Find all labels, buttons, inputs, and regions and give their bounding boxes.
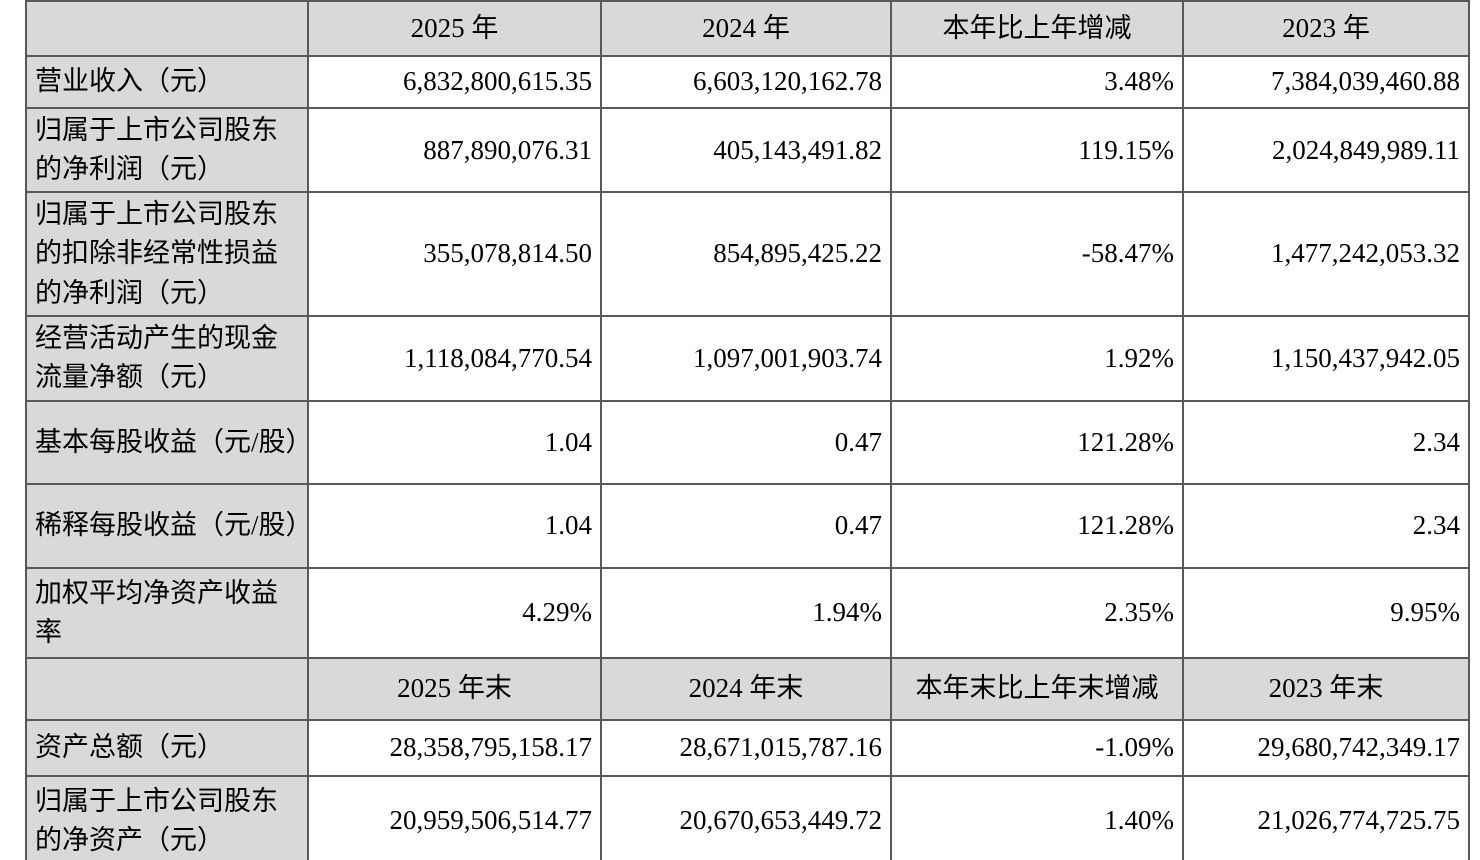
table-row-revenue: 营业收入（元） 6,832,800,615.35 6,603,120,162.7…	[25, 55, 1470, 109]
column-header-2023-end: 2023 年末	[1182, 656, 1470, 721]
cell-value: -58.47%	[890, 191, 1184, 317]
cell-value: 2,024,849,989.11	[1182, 106, 1470, 194]
cell-value: 6,603,120,162.78	[600, 55, 892, 109]
table-row-net-profit: 归属于上市公司股东的净利润（元） 887,890,076.31 405,143,…	[25, 106, 1470, 194]
cell-value: 405,143,491.82	[600, 106, 892, 194]
cell-value: 20,670,653,449.72	[600, 774, 892, 860]
table-row-total-assets: 资产总额（元） 28,358,795,158.17 28,671,015,787…	[25, 718, 1470, 777]
row-label: 经营活动产生的现金流量净额（元）	[25, 314, 309, 402]
cell-value: -1.09%	[890, 718, 1184, 777]
cell-value: 1,097,001,903.74	[600, 314, 892, 402]
cell-value: 0.47	[600, 482, 892, 569]
cell-value: 6,832,800,615.35	[307, 55, 602, 109]
cell-value: 9.95%	[1182, 566, 1470, 659]
header-corner-cell	[25, 0, 309, 57]
cell-value: 1.04	[307, 482, 602, 569]
cell-value: 1,118,084,770.54	[307, 314, 602, 402]
cell-value: 854,895,425.22	[600, 191, 892, 317]
table-row-net-assets: 归属于上市公司股东的净资产（元） 20,959,506,514.77 20,67…	[25, 774, 1470, 860]
row-label: 基本每股收益（元/股）	[25, 399, 309, 485]
cell-value: 0.47	[600, 399, 892, 485]
cell-value: 1,150,437,942.05	[1182, 314, 1470, 402]
header-corner-cell	[25, 656, 309, 721]
cell-value: 2.34	[1182, 482, 1470, 569]
table-row-net-profit-excl-nonrecurring: 归属于上市公司股东的扣除非经常性损益的净利润（元） 355,078,814.50…	[25, 191, 1470, 317]
table-row-basic-eps: 基本每股收益（元/股） 1.04 0.47 121.28% 2.34	[25, 399, 1470, 485]
table-row-diluted-eps: 稀释每股收益（元/股） 1.04 0.47 121.28% 2.34	[25, 482, 1470, 569]
cell-value: 7,384,039,460.88	[1182, 55, 1470, 109]
cell-value: 119.15%	[890, 106, 1184, 194]
column-header-2024: 2024 年	[600, 0, 892, 57]
cell-value: 28,671,015,787.16	[600, 718, 892, 777]
cell-value: 121.28%	[890, 399, 1184, 485]
cell-value: 2.34	[1182, 399, 1470, 485]
column-header-end-change: 本年末比上年末增减	[890, 656, 1184, 721]
row-label: 归属于上市公司股东的净利润（元）	[25, 106, 309, 194]
table-row-weighted-avg-roe: 加权平均净资产收益率 4.29% 1.94% 2.35% 9.95%	[25, 566, 1470, 659]
row-label: 稀释每股收益（元/股）	[25, 482, 309, 569]
cell-value: 1.94%	[600, 566, 892, 659]
cell-value: 28,358,795,158.17	[307, 718, 602, 777]
cell-value: 1.92%	[890, 314, 1184, 402]
row-label: 营业收入（元）	[25, 55, 309, 109]
column-header-yoy-change: 本年比上年增减	[890, 0, 1184, 57]
cell-value: 21,026,774,725.75	[1182, 774, 1470, 860]
table-header-period-end: 2025 年末 2024 年末 本年末比上年末增减 2023 年末	[25, 656, 1470, 721]
cell-value: 3.48%	[890, 55, 1184, 109]
cell-value: 1.04	[307, 399, 602, 485]
column-header-2024-end: 2024 年末	[600, 656, 892, 721]
cell-value: 29,680,742,349.17	[1182, 718, 1470, 777]
table-row-operating-cash-flow: 经营活动产生的现金流量净额（元） 1,118,084,770.54 1,097,…	[25, 314, 1470, 402]
row-label: 归属于上市公司股东的净资产（元）	[25, 774, 309, 860]
row-label: 加权平均净资产收益率	[25, 566, 309, 659]
cell-value: 1,477,242,053.32	[1182, 191, 1470, 317]
cell-value: 1.40%	[890, 774, 1184, 860]
cell-value: 4.29%	[307, 566, 602, 659]
cell-value: 20,959,506,514.77	[307, 774, 602, 860]
table-header-annual: 2025 年 2024 年 本年比上年增减 2023 年	[25, 0, 1470, 57]
financial-summary-table: 2025 年 2024 年 本年比上年增减 2023 年 营业收入（元） 6,8…	[25, 0, 1470, 860]
column-header-2025-end: 2025 年末	[307, 656, 602, 721]
cell-value: 2.35%	[890, 566, 1184, 659]
cell-value: 355,078,814.50	[307, 191, 602, 317]
cell-value: 121.28%	[890, 482, 1184, 569]
row-label: 资产总额（元）	[25, 718, 309, 777]
column-header-2023: 2023 年	[1182, 0, 1470, 57]
row-label: 归属于上市公司股东的扣除非经常性损益的净利润（元）	[25, 191, 309, 317]
cell-value: 887,890,076.31	[307, 106, 602, 194]
column-header-2025: 2025 年	[307, 0, 602, 57]
